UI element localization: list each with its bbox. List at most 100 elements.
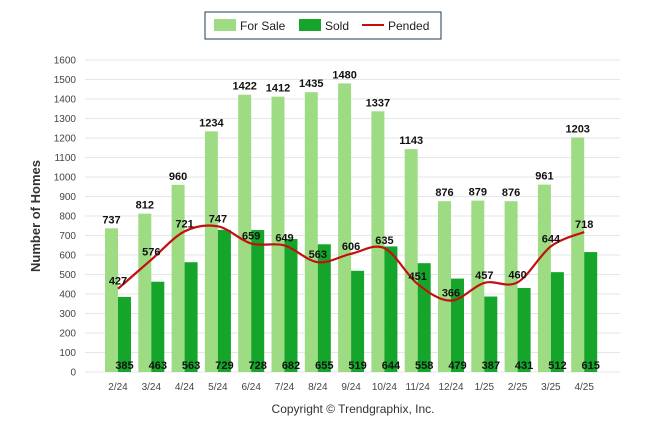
bar-sold — [451, 278, 464, 372]
bar-sold — [184, 262, 198, 372]
label-sold: 682 — [282, 360, 300, 372]
label-sold: 563 — [182, 360, 200, 372]
bar-sold — [484, 296, 498, 372]
x-tick-label: 11/24 — [406, 382, 431, 393]
x-tick-label: 4/25 — [574, 382, 594, 393]
label-pended: 366 — [442, 288, 460, 300]
bar-for-sale — [338, 83, 352, 373]
x-tick-label: 9/24 — [341, 382, 361, 393]
label-pended: 721 — [175, 218, 193, 230]
y-tick-label: 800 — [59, 212, 76, 223]
pended-line-layer — [117, 224, 585, 302]
y-tick-label: 900 — [59, 192, 76, 203]
label-sold: 431 — [515, 360, 533, 372]
label-for-sale: 1203 — [565, 123, 589, 135]
bar-sold — [217, 229, 231, 372]
bar-for-sale — [204, 131, 218, 372]
label-sold: 519 — [348, 360, 366, 372]
bar-for-sale — [504, 201, 518, 372]
y-tick-label: 1200 — [54, 134, 77, 145]
label-sold: 387 — [482, 360, 500, 372]
bars — [105, 83, 598, 373]
label-pended: 659 — [242, 230, 260, 242]
label-for-sale: 960 — [169, 171, 187, 183]
bar-for-sale — [238, 94, 252, 373]
label-pended: 451 — [409, 271, 427, 283]
bar-for-sale — [271, 96, 285, 372]
label-sold: 655 — [315, 360, 333, 372]
bar-for-sale — [171, 184, 185, 372]
label-for-sale: 1337 — [366, 97, 390, 109]
y-tick-label: 1300 — [54, 114, 77, 125]
label-sold: 385 — [115, 360, 133, 372]
y-tick-label: 200 — [59, 329, 76, 340]
bar-sold — [584, 252, 598, 372]
bar-sold — [151, 281, 165, 372]
label-pended: 718 — [575, 219, 593, 231]
bar-for-sale — [105, 228, 118, 372]
legend: For Sale Sold Pended — [204, 11, 442, 40]
label-for-sale: 1143 — [399, 135, 423, 147]
bar-sold — [251, 230, 265, 372]
label-for-sale: 1412 — [266, 83, 290, 95]
x-tick-label: 3/25 — [541, 382, 561, 393]
x-tick-label: 3/24 — [142, 382, 162, 393]
label-pended: 606 — [342, 241, 360, 253]
label-sold: 512 — [548, 360, 566, 372]
y-tick-label: 1400 — [54, 95, 77, 106]
y-tick-label: 400 — [59, 290, 76, 301]
bar-sold — [384, 246, 398, 372]
label-for-sale: 1480 — [332, 69, 356, 81]
label-pended: 460 — [508, 269, 526, 281]
bar-for-sale — [404, 149, 418, 372]
legend-label-sold: Sold — [325, 19, 349, 33]
label-sold: 728 — [249, 360, 267, 372]
bar-sold — [317, 244, 331, 372]
legend-label-pended: Pended — [388, 19, 429, 33]
y-tick-label: 600 — [59, 251, 76, 262]
y-tick-label: 500 — [59, 270, 76, 281]
label-for-sale: 1422 — [232, 81, 256, 93]
bar-for-sale — [438, 201, 451, 372]
y-tick-label: 300 — [59, 309, 76, 320]
label-pended: 563 — [309, 249, 327, 261]
label-for-sale: 812 — [136, 200, 154, 212]
x-tick-label: 12/24 — [438, 382, 463, 393]
bar-sold — [550, 272, 564, 372]
y-tick-label: 100 — [59, 348, 76, 359]
label-pended: 649 — [275, 232, 293, 244]
x-tick-label: 7/24 — [275, 382, 295, 393]
x-tick-label: 8/24 — [308, 382, 328, 393]
data-labels: 737 385 427 812 463 576 960 563 721 1234 729 747 142… — [102, 69, 600, 372]
label-for-sale: 876 — [502, 187, 520, 199]
label-pended: 427 — [109, 276, 127, 288]
bar-sold — [284, 239, 298, 372]
bar-for-sale — [304, 92, 318, 373]
legend-swatch-sold — [299, 19, 321, 31]
pended-line — [117, 224, 585, 302]
label-sold: 615 — [582, 360, 600, 372]
copyright-text: Copyright © Trendgraphix, Inc. — [272, 402, 435, 416]
label-for-sale: 1435 — [299, 78, 323, 90]
bar-for-sale — [371, 111, 385, 372]
label-sold: 729 — [215, 360, 233, 372]
y-tick-label: 1600 — [54, 56, 77, 67]
label-for-sale: 876 — [435, 187, 453, 199]
label-pended: 747 — [209, 213, 227, 225]
x-tick-label: 6/24 — [241, 382, 261, 393]
bar-for-sale — [537, 184, 551, 372]
y-tick-label: 0 — [70, 368, 76, 379]
x-axis-ticks: 2/24 3/24 4/24 5/24 6/24 7/24 8/24 9/24 10/24 11/… — [108, 382, 594, 393]
label-pended: 644 — [542, 233, 561, 245]
y-axis-label: Number of Homes — [28, 160, 43, 272]
x-tick-label: 5/24 — [208, 382, 228, 393]
bar-sold — [517, 287, 531, 372]
legend-box — [204, 11, 442, 40]
legend-swatch-for-sale — [214, 19, 236, 31]
label-sold: 463 — [149, 360, 167, 372]
x-tick-label: 2/24 — [108, 382, 128, 393]
label-for-sale: 879 — [469, 187, 487, 199]
label-sold: 479 — [448, 360, 466, 372]
bar-for-sale — [571, 137, 585, 372]
